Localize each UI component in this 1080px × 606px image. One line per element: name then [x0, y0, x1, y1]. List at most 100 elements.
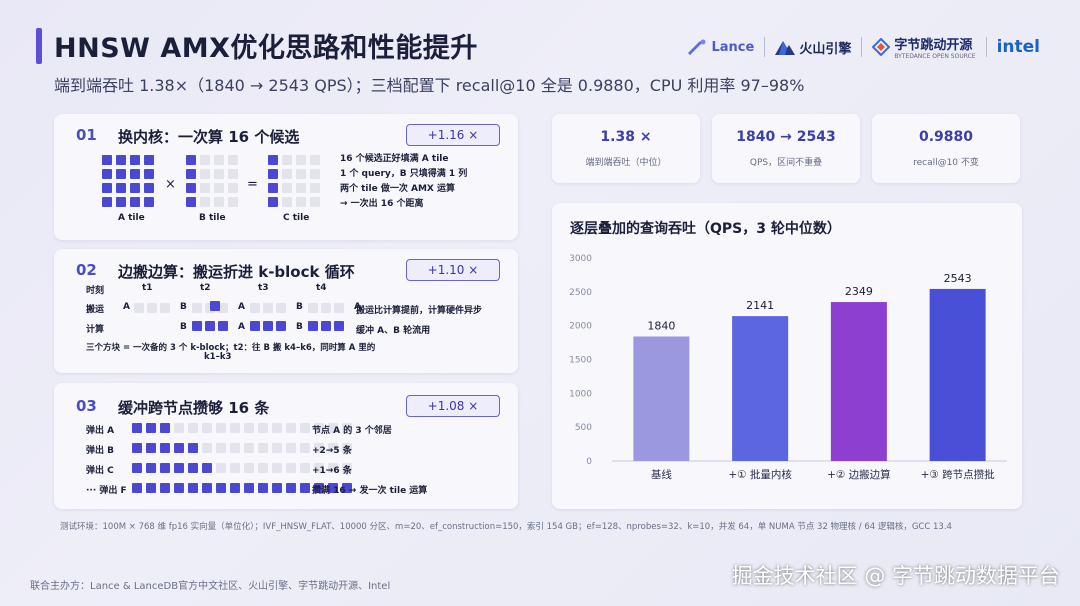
c-tile-cell — [282, 155, 292, 165]
buffer-slot — [216, 463, 226, 473]
partner-logos: Lance 火山引擎 字节跳动开源 BYTEDANCE OPEN SOURCE i… — [686, 34, 1040, 60]
section-title: 缓冲跨节点攒够 16 条 — [118, 399, 270, 417]
pop-row-note: +2→5 条 — [312, 446, 352, 456]
buffer-slot — [286, 483, 296, 493]
lance-logo-text: Lance — [711, 39, 755, 55]
y-tick-label: 500 — [575, 423, 592, 433]
buffer-slot — [342, 463, 352, 473]
compute-block — [334, 321, 344, 331]
logo-divider — [764, 37, 766, 57]
b-tile-label: B tile — [199, 213, 226, 223]
buffer-slot — [286, 443, 296, 453]
bar-value-label: 2349 — [845, 285, 873, 298]
stat-desc: recall@10 不变 — [913, 158, 979, 168]
b-tile-cell — [228, 183, 238, 193]
move-block — [134, 303, 144, 313]
diagram-caption: 三个方块 = 一次备的 3 个 k-block；t2：往 B 搬 k4–k6，同… — [86, 343, 376, 353]
time-t2: t2 — [200, 283, 211, 293]
buffer-slot — [132, 443, 142, 453]
buffer-slot — [146, 443, 156, 453]
a-tile-cell — [116, 183, 126, 193]
buffer-slot — [244, 443, 254, 453]
buffer-slot — [160, 423, 170, 433]
buffer-letter: B — [180, 322, 187, 332]
buffer-letter: B — [180, 302, 187, 312]
c-tile-cell — [268, 183, 278, 193]
a-tile-cell — [144, 183, 154, 193]
logo-divider — [985, 37, 987, 57]
note-line: → 一次出 16 个距离 — [340, 199, 424, 209]
buffer-slot — [244, 483, 254, 493]
time-t3: t3 — [258, 283, 269, 293]
buffer-slot — [314, 483, 324, 493]
buffer-slot — [230, 483, 240, 493]
y-tick-label: 0 — [586, 457, 592, 467]
note-line: 1 个 query，B 只填得满 1 列 — [340, 169, 468, 179]
move-block — [321, 303, 331, 313]
section-number: 01 — [76, 126, 97, 144]
multiply-sign: × — [165, 177, 176, 192]
c-tile-cell — [310, 183, 320, 193]
c-tile-cell — [296, 183, 306, 193]
b-tile-cell — [200, 169, 210, 179]
buffer-letter: A — [354, 302, 361, 312]
section-number: 02 — [76, 261, 97, 279]
y-tick-label: 1500 — [569, 356, 592, 366]
buffer-slot — [300, 463, 310, 473]
bar-2 — [830, 302, 887, 461]
test-environment-footnote: 测试环境：100M × 768 维 fp16 实向量（单位化）；IVF_HNSW… — [60, 522, 952, 532]
buffer-slot — [314, 443, 324, 453]
buffer-slot — [146, 463, 156, 473]
category-label: 基线 — [651, 468, 672, 481]
move-block — [334, 303, 344, 313]
c-tile-cell — [268, 155, 278, 165]
buffer-slot — [146, 483, 156, 493]
buffer-letter: A — [238, 322, 245, 332]
buffer-slot — [174, 443, 184, 453]
section-title: 边搬边算：搬运折进 k-block 循环 — [118, 263, 355, 281]
time-t1: t1 — [142, 283, 153, 293]
category-label: +③ 跨节点攒批 — [921, 468, 996, 481]
compute-block — [308, 321, 318, 331]
buffer-slot — [188, 443, 198, 453]
y-tick-label: 2500 — [569, 288, 592, 298]
stat-card-qps: 1840 → 2543 QPS，区间不重叠 — [712, 114, 860, 183]
b-tile-cell — [186, 155, 196, 165]
c-tile-cell — [282, 197, 292, 207]
page-title: HNSW AMX优化思路和性能提升 — [54, 33, 478, 64]
a-tile-cell — [102, 169, 112, 179]
c-tile-cell — [268, 197, 278, 207]
section-notes: 16 个候选正好填满 A tile 1 个 query，B 只填得满 1 列 两… — [340, 152, 467, 212]
note-line: 缓冲 A、B 轮流用 — [356, 326, 431, 336]
section-card-1: 01 换内核：一次算 16 个候选 +1.16 × × = A tile B t… — [54, 114, 518, 240]
stat-card-speedup: 1.38 × 端到端吞吐（中位） — [552, 114, 700, 183]
move-block — [250, 303, 260, 313]
pop-row-label: 弹出 B — [86, 446, 114, 456]
speedup-badge: +1.16 × — [406, 124, 500, 146]
bytedance-logo-text: 字节跳动开源 — [894, 38, 973, 53]
section-notes: 搬运比计算提前，计算硬件异步 缓冲 A、B 轮流用 — [356, 304, 482, 339]
a-tile-cell — [144, 197, 154, 207]
bar-value-label: 2141 — [746, 299, 774, 312]
diagram-caption-continued: k1–k3 — [204, 352, 232, 362]
buffer-slot — [174, 463, 184, 473]
buffer-letter: B — [296, 322, 303, 332]
bar-0 — [633, 336, 690, 461]
a-tile-cell — [144, 155, 154, 165]
buffer-slot — [272, 443, 282, 453]
buffer-slot — [258, 483, 268, 493]
compute-block — [250, 321, 260, 331]
row-label-move: 搬运 — [86, 305, 105, 315]
bytedance-logo: 字节跳动开源 BYTEDANCE OPEN SOURCE — [872, 34, 976, 60]
a-tile-cell — [130, 183, 140, 193]
c-tile-cell — [296, 169, 306, 179]
intel-logo: intel — [996, 37, 1040, 57]
buffer-slot — [328, 423, 338, 433]
buffer-slot — [132, 483, 142, 493]
lance-logo: Lance — [686, 39, 755, 55]
b-tile-cell — [200, 183, 210, 193]
a-tile-cell — [116, 169, 126, 179]
y-tick-label: 2000 — [569, 322, 592, 332]
bytedance-logo-subtext: BYTEDANCE OPEN SOURCE — [894, 53, 976, 60]
compute-block — [192, 321, 202, 331]
